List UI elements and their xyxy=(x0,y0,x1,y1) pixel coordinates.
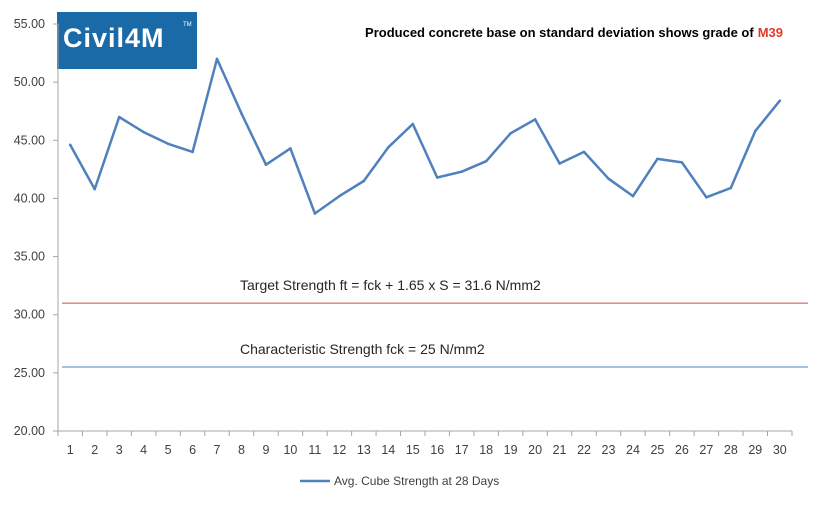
data-point xyxy=(117,115,121,119)
x-tick-label: 14 xyxy=(381,443,395,457)
legend-label: Avg. Cube Strength at 28 Days xyxy=(334,474,499,488)
reference-lines: Target Strength ft = fck + 1.65 x S = 31… xyxy=(62,277,808,368)
x-tick-label: 24 xyxy=(626,443,640,457)
grade-label: M39 xyxy=(757,25,783,40)
x-tick-label: 5 xyxy=(165,443,172,457)
x-tick-label: 22 xyxy=(577,443,591,457)
data-point xyxy=(778,99,782,103)
data-point xyxy=(533,118,537,121)
data-point xyxy=(362,179,366,183)
data-point xyxy=(607,177,610,180)
data-point xyxy=(558,162,561,165)
logo-text: Civil4M xyxy=(63,23,165,53)
data-point xyxy=(338,194,341,198)
reference-line-label: Target Strength ft = fck + 1.65 x S = 31… xyxy=(240,277,541,293)
x-tick-label: 25 xyxy=(650,443,664,457)
x-tick-label: 19 xyxy=(504,443,518,457)
x-tick-label: 10 xyxy=(283,443,297,457)
data-point xyxy=(166,142,170,146)
x-tick-label: 28 xyxy=(724,443,738,457)
x-tick-label: 7 xyxy=(214,443,221,457)
legend: Avg. Cube Strength at 28 Days xyxy=(300,474,499,488)
y-tick-label: 35.00 xyxy=(14,250,45,264)
y-tick-label: 55.00 xyxy=(14,17,45,31)
y-tick-label: 20.00 xyxy=(14,424,45,438)
x-tick-label: 1 xyxy=(67,443,74,457)
y-tick-label: 30.00 xyxy=(14,308,45,322)
data-point xyxy=(68,143,72,147)
x-tick-label: 9 xyxy=(262,443,269,457)
y-tick-label: 50.00 xyxy=(14,75,45,89)
chart-title: Produced concrete base on standard devia… xyxy=(365,25,783,40)
x-tick-label: 30 xyxy=(773,443,787,457)
data-point xyxy=(264,163,268,167)
data-point xyxy=(93,187,96,191)
data-point xyxy=(387,145,390,149)
x-tick-label: 13 xyxy=(357,443,371,457)
data-point xyxy=(656,157,659,161)
data-point xyxy=(240,112,243,115)
x-tick-label: 12 xyxy=(332,443,346,457)
data-point xyxy=(729,186,733,190)
data-point xyxy=(411,122,415,126)
x-tick-label: 15 xyxy=(406,443,420,457)
civil4m-logo: Civil4M TM xyxy=(57,12,197,69)
data-point xyxy=(754,129,757,133)
x-tick-label: 11 xyxy=(308,443,321,457)
data-point xyxy=(582,150,586,154)
y-tick-label: 40.00 xyxy=(14,191,45,205)
x-tick-label: 6 xyxy=(189,443,196,457)
data-point xyxy=(460,170,464,173)
logo-trademark: TM xyxy=(183,22,192,28)
x-tick-label: 27 xyxy=(699,443,713,457)
x-tick-label: 26 xyxy=(675,443,689,457)
data-point xyxy=(680,161,684,164)
data-point xyxy=(313,212,317,215)
y-tick-label: 25.00 xyxy=(14,366,45,380)
y-tick-label: 45.00 xyxy=(14,133,45,147)
data-point xyxy=(509,132,512,135)
reference-line-label: Characteristic Strength fck = 25 N/mm2 xyxy=(240,341,485,357)
axes: 20.00 25.00 30.00 35.00 40.00 45.00 50.00 55.00… xyxy=(14,17,793,457)
x-tick-label: 23 xyxy=(602,443,616,457)
x-tick-label: 16 xyxy=(430,443,444,457)
x-tick-label: 21 xyxy=(553,443,567,457)
x-tick-label: 17 xyxy=(455,443,469,457)
data-point xyxy=(484,159,488,163)
x-tick-label: 29 xyxy=(748,443,762,457)
series-line xyxy=(68,57,782,215)
data-point xyxy=(215,57,219,61)
data-point xyxy=(142,130,145,134)
data-point xyxy=(435,176,439,179)
x-tick-label: 4 xyxy=(140,443,147,457)
chart-title-text: Produced concrete base on standard devia… xyxy=(365,25,754,40)
data-point xyxy=(705,195,708,199)
data-point xyxy=(289,147,292,150)
x-tick-label: 2 xyxy=(91,443,98,457)
data-point xyxy=(631,194,635,198)
x-tick-label: 20 xyxy=(528,443,542,457)
x-tick-label: 18 xyxy=(479,443,493,457)
series-group xyxy=(68,57,782,215)
x-tick-label: 8 xyxy=(238,443,245,457)
data-point xyxy=(191,150,194,154)
x-tick-label: 3 xyxy=(116,443,123,457)
